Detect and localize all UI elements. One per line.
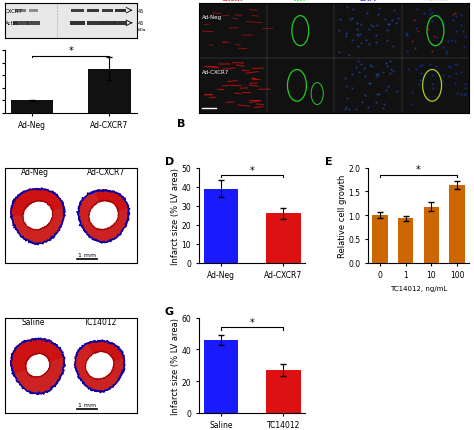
Bar	[100, 22, 115, 25]
Bar	[204, 340, 238, 413]
Y-axis label: Relative cell growth: Relative cell growth	[337, 174, 346, 257]
Y-axis label: Infarct size (% LV area): Infarct size (% LV area)	[171, 167, 180, 264]
Polygon shape	[22, 200, 53, 231]
Bar	[266, 4, 334, 59]
Text: D: D	[165, 157, 174, 166]
Bar	[199, 4, 266, 59]
Text: Ad-Neg: Ad-Neg	[20, 168, 48, 177]
Bar	[449, 186, 465, 263]
Polygon shape	[85, 351, 115, 380]
Text: Ad-CXCR7: Ad-CXCR7	[87, 168, 125, 177]
Text: MERGE: MERGE	[423, 0, 448, 2]
Bar	[424, 207, 439, 263]
Bar	[70, 22, 84, 25]
Text: 45: 45	[138, 9, 144, 14]
Bar	[29, 9, 38, 13]
Text: B: B	[177, 119, 186, 129]
Polygon shape	[25, 353, 50, 378]
Bar	[88, 70, 131, 114]
Bar	[199, 59, 266, 114]
Bar	[266, 370, 301, 413]
Bar	[266, 59, 334, 114]
Bar	[401, 59, 469, 114]
Bar	[334, 4, 401, 59]
Text: *: *	[250, 317, 255, 327]
Text: *: *	[68, 46, 73, 56]
Text: TC14012: TC14012	[84, 318, 117, 327]
Polygon shape	[88, 201, 119, 231]
Y-axis label: Infarct size (% LV area): Infarct size (% LV area)	[171, 317, 180, 414]
Polygon shape	[96, 190, 128, 211]
Text: Ad-Neg: Ad-Neg	[202, 15, 222, 21]
Text: 1 mm: 1 mm	[78, 252, 96, 257]
X-axis label: TC14012, ng/mL: TC14012, ng/mL	[390, 285, 447, 291]
Polygon shape	[77, 190, 130, 243]
Text: *: *	[250, 165, 255, 175]
Text: Ad-CXCR7: Ad-CXCR7	[202, 70, 229, 75]
Polygon shape	[10, 338, 64, 374]
Bar	[87, 22, 100, 25]
Bar	[115, 9, 127, 13]
Bar	[398, 219, 413, 263]
Bar	[87, 9, 99, 13]
Polygon shape	[10, 338, 65, 394]
Text: vWF: vWF	[292, 0, 308, 2]
Text: CXCR7: CXCR7	[5, 9, 23, 14]
Text: CXCR7: CXCR7	[221, 0, 244, 2]
Bar	[15, 9, 26, 13]
Bar	[373, 216, 388, 263]
Bar	[401, 4, 469, 59]
Polygon shape	[74, 341, 125, 393]
Text: 45: 45	[138, 22, 144, 26]
Polygon shape	[11, 189, 64, 215]
Text: 1 mm: 1 mm	[78, 402, 96, 407]
Polygon shape	[89, 341, 124, 361]
Text: Actin: Actin	[5, 22, 18, 26]
Bar	[13, 22, 28, 25]
Text: DAPI: DAPI	[359, 0, 376, 2]
Text: G: G	[165, 306, 174, 316]
Bar	[266, 214, 301, 263]
Text: *: *	[416, 165, 421, 175]
Polygon shape	[10, 189, 65, 245]
Bar	[71, 9, 84, 13]
Bar	[27, 22, 40, 25]
Bar	[11, 101, 53, 114]
Text: kDa: kDa	[138, 28, 146, 32]
Bar	[102, 9, 113, 13]
Bar	[114, 22, 128, 25]
Text: E: E	[325, 157, 333, 166]
Bar	[204, 189, 238, 263]
Text: Saline: Saline	[22, 318, 46, 327]
Bar	[334, 59, 401, 114]
